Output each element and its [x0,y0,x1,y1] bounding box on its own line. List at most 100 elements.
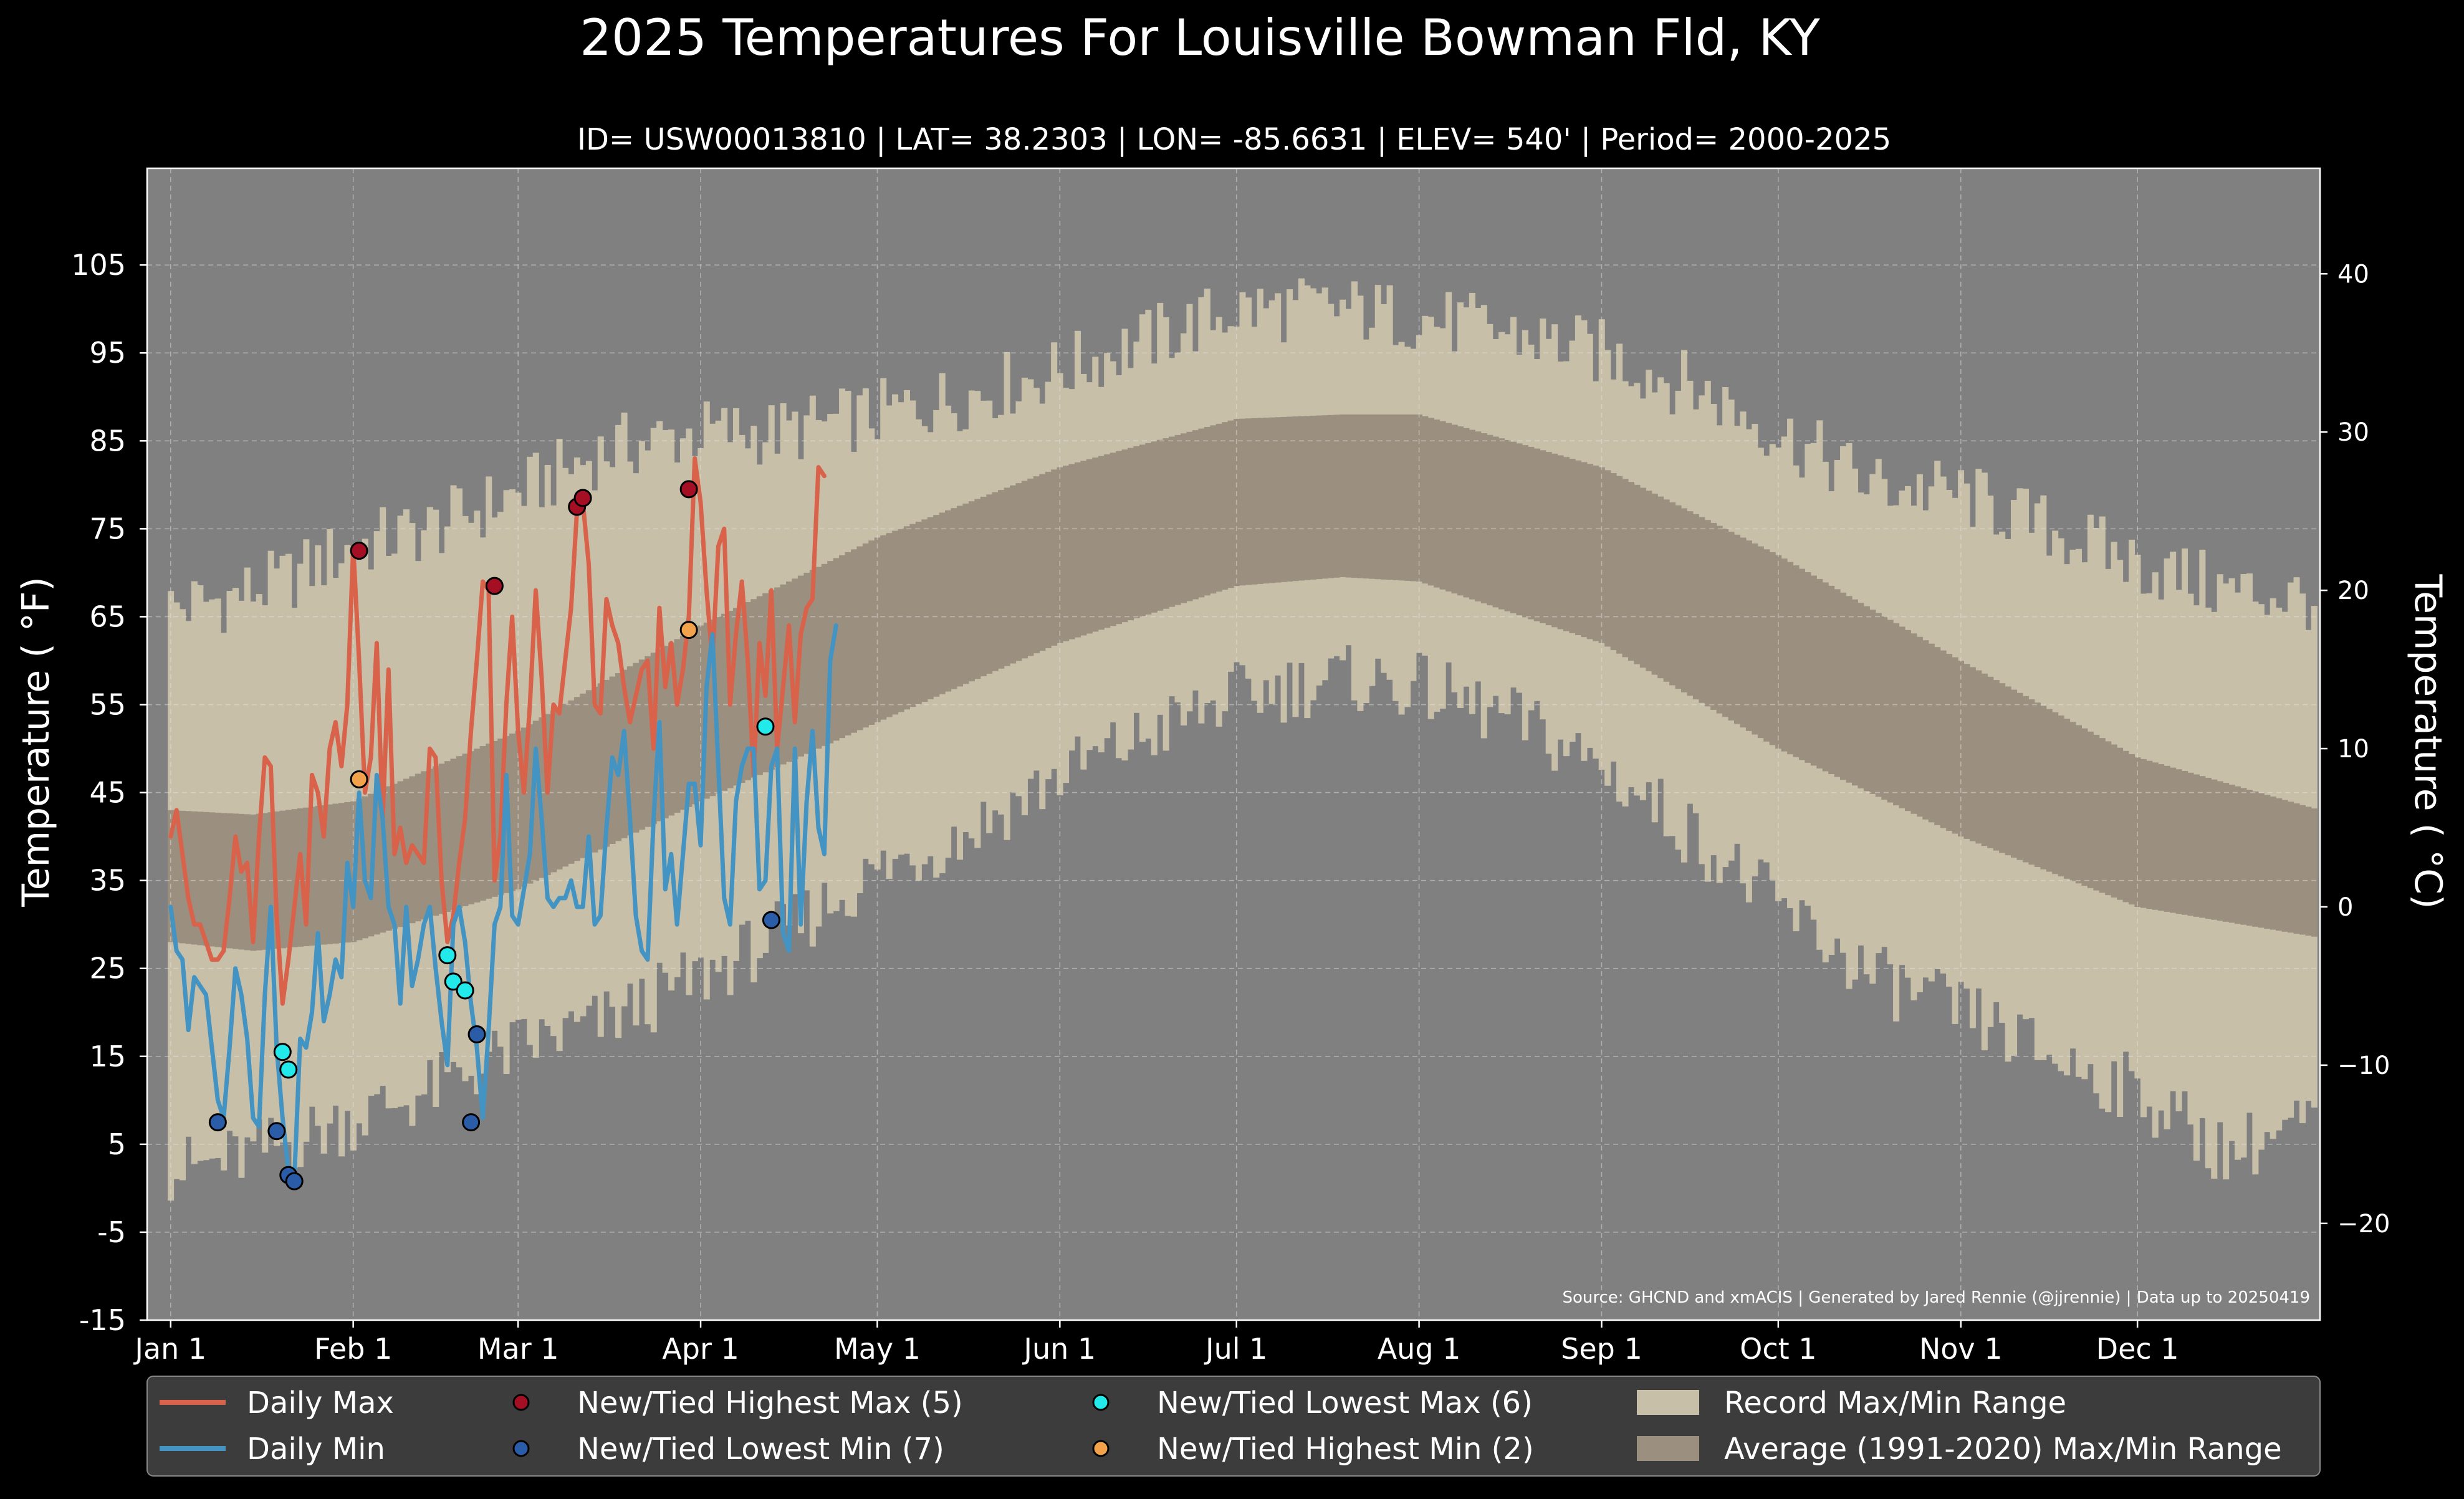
marker-lowest-max [456,981,474,1000]
normal-range-bar [1875,613,1882,797]
marker-highest-max [573,489,592,507]
normal-range-bar [1063,466,1070,641]
normal-range-bar [691,629,698,805]
normal-range-bar [1227,420,1234,588]
normal-range-bar [1528,446,1535,620]
normal-range-bar [1139,444,1146,616]
normal-range-bar [1822,582,1829,772]
normal-range-bar [1386,414,1393,580]
normal-range-bar [921,519,928,702]
x-tick-label: Nov 1 [1919,1332,2003,1366]
normal-range-bar [556,707,563,869]
normal-range-bar [1816,578,1823,769]
normal-range-bar [1328,414,1335,578]
normal-range-bar [1422,416,1429,584]
normal-range-bar [1192,430,1199,600]
normal-range-bar [1239,418,1246,586]
marker-lowest-max [444,972,463,991]
marker-lowest-max [756,717,775,736]
y-tick-label-left: -15 [79,1303,126,1337]
normal-range-bar [797,575,804,757]
normal-range-bar [2217,781,2223,921]
normal-range-bar [1492,436,1499,608]
normal-range-bar [1540,450,1546,623]
x-tick-label: Feb 1 [314,1332,392,1366]
normal-range-bar [1598,467,1605,643]
normal-range-bar [2134,757,2141,907]
normal-range-bar [2069,722,2076,881]
normal-range-bar [250,814,257,951]
y-tick-label-left: 65 [89,600,126,633]
normal-range-bar [1133,446,1140,619]
plot-area [147,168,2320,1320]
normal-range-bar [1487,434,1493,606]
plot-clipped-group [147,168,2320,1320]
normal-range-bar [1098,456,1105,630]
normal-range-bar [951,508,957,689]
normal-range-bar [585,690,592,856]
normal-range-bar [1940,650,1947,828]
normal-range-bar [2270,796,2276,930]
normal-range-bar [839,555,846,739]
marker-lowest-min [285,1172,304,1190]
normal-range-bar [527,724,534,884]
normal-range-bar [1728,532,1735,721]
normal-range-bar [1858,603,1864,788]
normal-range-bar [1975,670,1982,844]
normal-range-bar [1810,575,1817,766]
normal-range-bar [638,659,645,830]
normal-range-bar [1204,426,1210,596]
normal-range-bar [1893,623,1900,806]
normal-range-bar [179,810,186,944]
marker-highest-max [350,542,368,560]
normal-range-bar [874,537,881,722]
normal-range-bar [933,515,940,697]
marker-highest-max [679,480,698,499]
x-tick-label: Apr 1 [662,1332,739,1366]
normal-range-bar [456,756,463,908]
y-tick-label-left: 95 [89,336,126,370]
normal-range-bar [1616,476,1623,654]
normal-range-bar [845,552,851,735]
y-tick-label-right: 30 [2337,418,2369,447]
normal-range-bar [1157,439,1164,611]
normal-range-bar [1787,562,1794,755]
normal-range-bar [1357,414,1364,578]
source-note: Source: GHCND and xmACIS | Generated by … [1562,1288,2310,1307]
normal-range-bar [2028,699,2035,865]
normal-range-bar [1952,657,1958,834]
normal-range-bar [2240,788,2247,925]
normal-range-bar [2293,803,2300,934]
normal-range-bar [1457,426,1464,596]
normal-range-bar [209,812,216,947]
marker-highest-min [350,770,368,788]
normal-range-bar [2022,696,2029,863]
normal-range-bar [1104,454,1111,628]
normal-range-bar [2170,767,2177,913]
normal-range-bar [2211,779,2218,920]
normal-range-bar [1010,485,1017,664]
normal-range-bar [850,549,857,733]
normal-range-bar [256,813,262,951]
normal-range-bar [1351,414,1358,578]
marker-lowest-min [762,911,780,929]
normal-range-bar [2158,764,2165,911]
plot-frame [146,167,2321,1321]
normal-range-bar [2258,793,2265,928]
normal-range-bar [750,599,757,778]
normal-range-bar [232,813,239,949]
normal-range-bar [2016,692,2023,860]
chart-title: 2025 Temperatures For Louisville Bowman … [580,9,1821,67]
normal-range-bar [2064,719,2071,879]
normal-range-bar [2117,747,2124,900]
normal-range-bar [356,798,363,941]
normal-range-bar [1015,483,1022,661]
normal-range-bar [597,683,604,850]
normal-range-bar [1752,543,1758,735]
normal-range-bar [1551,453,1558,628]
legend: Daily Max New/Tied Highest Max (5) New/Tie… [146,1376,2321,1477]
normal-range-bar [903,526,911,710]
normal-range-bar [833,558,840,741]
y-tick-label-right: 10 [2337,735,2369,764]
normal-range-bar [1969,667,1976,841]
